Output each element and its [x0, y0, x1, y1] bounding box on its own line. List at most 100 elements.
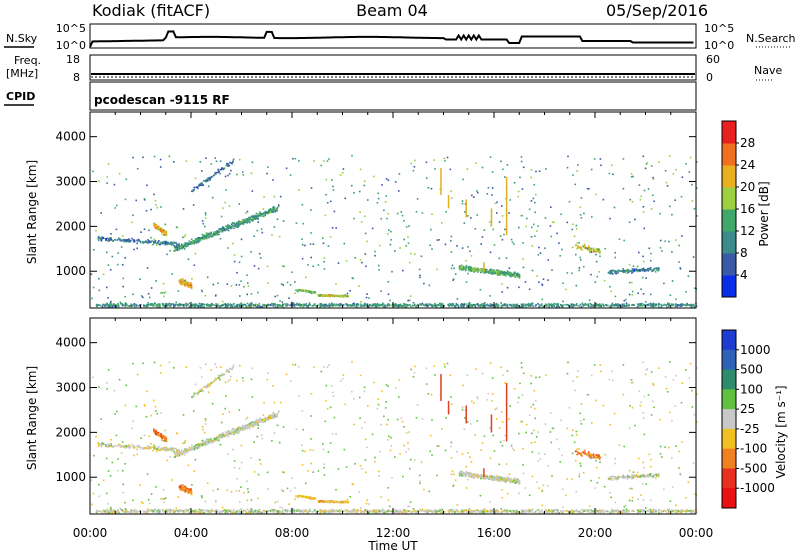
echo-point	[195, 447, 197, 449]
echo-point	[201, 233, 204, 236]
echo-point	[155, 430, 157, 432]
echo-point	[160, 447, 162, 450]
echo-point	[416, 198, 419, 200]
echo-point	[190, 282, 192, 285]
echo-point	[497, 478, 500, 481]
echo-point	[623, 299, 626, 302]
echo-point	[336, 501, 338, 503]
echo-point	[580, 246, 582, 249]
echo-point	[338, 295, 341, 297]
echo-point	[652, 194, 654, 197]
echo-point	[560, 304, 562, 306]
colorbar-tick-label: 16	[740, 202, 755, 216]
echo-point	[251, 219, 253, 222]
echo-point	[97, 236, 100, 238]
echo-point	[542, 305, 544, 307]
echo-point	[111, 255, 114, 258]
echo-point	[204, 444, 207, 446]
echo-point	[203, 440, 206, 443]
echo-point	[264, 212, 267, 214]
echo-point	[222, 304, 224, 306]
echo-point	[492, 271, 494, 273]
echo-point	[165, 439, 167, 442]
echo-point	[322, 304, 325, 307]
echo-point	[355, 303, 358, 306]
echo-point	[173, 452, 176, 454]
echo-point	[492, 228, 494, 231]
echo-point	[462, 178, 464, 181]
echo-point	[502, 168, 504, 171]
echo-point	[250, 305, 252, 308]
echo-point	[334, 294, 337, 297]
echo-point	[209, 233, 211, 235]
echo-point	[231, 305, 234, 308]
echo-point	[104, 304, 106, 306]
echo-point	[294, 303, 297, 306]
echo-point	[252, 215, 254, 217]
echo-point	[303, 289, 305, 292]
echo-point	[660, 305, 663, 307]
echo-point	[249, 218, 251, 221]
echo-point	[236, 429, 238, 432]
echo-point	[474, 228, 477, 230]
echo-point	[211, 440, 213, 442]
echo-point	[689, 156, 692, 159]
echo-point	[147, 239, 149, 241]
echo-point	[388, 229, 390, 231]
echo-point	[242, 425, 244, 428]
echo-point	[250, 421, 253, 424]
echo-point	[201, 184, 204, 187]
echo-point	[321, 293, 324, 296]
echo-point	[641, 303, 643, 305]
echo-point	[164, 223, 166, 226]
echo-point	[525, 225, 527, 228]
echo-point	[199, 184, 202, 187]
echo-point	[577, 304, 579, 307]
echo-point	[121, 264, 124, 266]
echo-point	[642, 267, 645, 270]
echo-point	[176, 303, 179, 306]
echo-point	[209, 235, 211, 238]
echo-point	[530, 200, 533, 202]
echo-point	[264, 420, 266, 423]
echo-point	[194, 445, 196, 448]
echo-point	[227, 370, 230, 373]
echo-point	[465, 303, 467, 306]
echo-point	[352, 303, 354, 305]
echo-point	[378, 303, 381, 306]
echo-point	[578, 241, 580, 244]
echo-point	[310, 232, 312, 234]
echo-point	[438, 302, 441, 305]
echo-point	[135, 304, 138, 307]
echo-point	[413, 304, 416, 307]
echo-point	[298, 303, 300, 306]
echo-point	[680, 195, 683, 198]
echo-point	[143, 199, 146, 201]
echo-point	[208, 235, 210, 238]
echo-point	[269, 303, 272, 306]
echo-point	[116, 239, 119, 241]
echo-point	[461, 266, 464, 268]
echo-point	[154, 225, 156, 227]
echo-point	[133, 239, 135, 241]
echo-point	[231, 368, 233, 371]
echo-point	[506, 270, 509, 272]
echo-point	[284, 304, 287, 306]
echo-point	[207, 178, 210, 180]
echo-point	[464, 269, 467, 272]
echo-point	[481, 236, 484, 238]
echo-point	[102, 273, 105, 276]
echo-point	[562, 300, 564, 303]
echo-point	[479, 305, 481, 308]
echo-point	[668, 302, 670, 305]
echo-point	[353, 191, 355, 194]
echo-point	[672, 303, 674, 306]
echo-point	[143, 241, 146, 243]
echo-point	[446, 156, 449, 159]
echo-point	[185, 491, 187, 493]
echo-point	[509, 199, 511, 201]
echo-point	[259, 211, 261, 214]
echo-point	[505, 273, 508, 275]
echo-point	[158, 449, 160, 451]
